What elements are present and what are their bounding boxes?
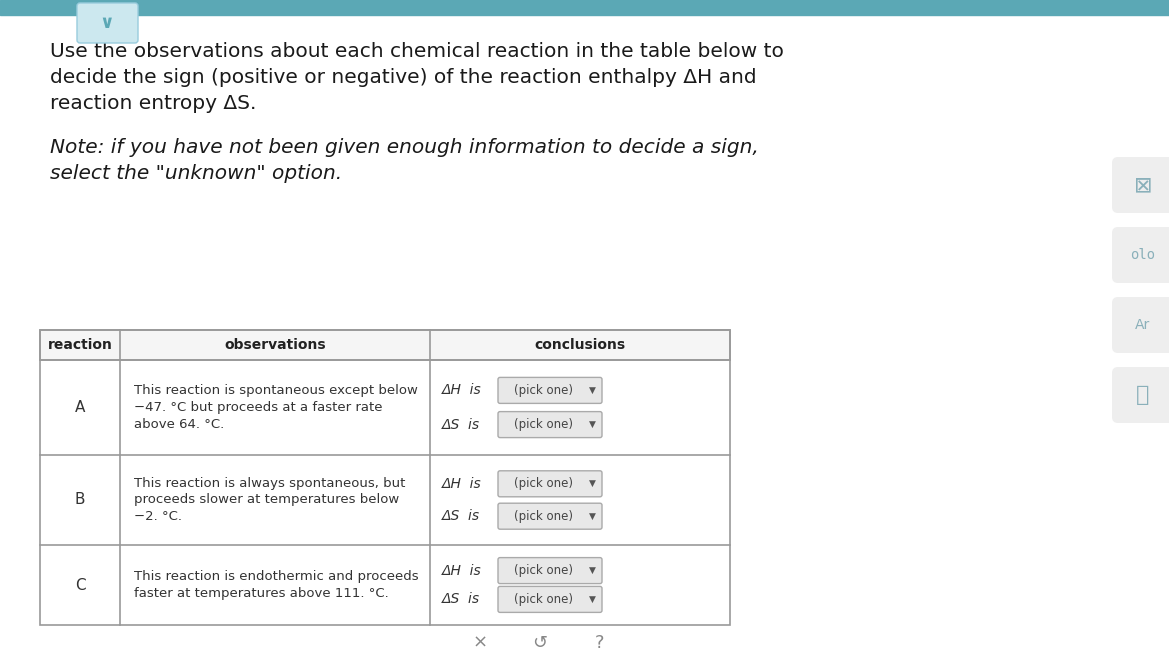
Text: ΔS  is: ΔS is	[442, 593, 480, 606]
Text: (pick one): (pick one)	[513, 477, 573, 490]
Text: C: C	[75, 578, 85, 593]
Text: proceeds slower at temperatures below: proceeds slower at temperatures below	[134, 493, 400, 506]
Text: ↺: ↺	[532, 634, 547, 649]
Text: above 64. °C.: above 64. °C.	[134, 418, 224, 431]
Text: ΔS  is: ΔS is	[442, 417, 480, 432]
Text: decide the sign (positive or negative) of the reaction enthalpy ΔH and: decide the sign (positive or negative) o…	[50, 68, 756, 87]
Text: (pick one): (pick one)	[513, 418, 573, 431]
FancyBboxPatch shape	[1112, 367, 1169, 423]
Text: ⎕: ⎕	[1136, 385, 1149, 405]
Text: This reaction is always spontaneous, but: This reaction is always spontaneous, but	[134, 476, 406, 489]
Text: ▼: ▼	[588, 511, 595, 520]
Text: faster at temperatures above 111. °C.: faster at temperatures above 111. °C.	[134, 587, 389, 600]
Text: (pick one): (pick one)	[513, 564, 573, 577]
Text: ×: ×	[472, 634, 487, 649]
Text: ΔH  is: ΔH is	[442, 563, 482, 578]
FancyBboxPatch shape	[498, 587, 602, 613]
Text: Note: if you have not been given enough information to decide a sign,: Note: if you have not been given enough …	[50, 138, 759, 157]
Bar	[0, 0, 1169, 15]
Text: (pick one): (pick one)	[513, 384, 573, 397]
Text: reaction entropy ΔS.: reaction entropy ΔS.	[50, 94, 256, 113]
Text: olo: olo	[1130, 248, 1156, 262]
Text: ΔS  is: ΔS is	[442, 509, 480, 523]
Text: ▼: ▼	[588, 566, 595, 575]
Text: ΔH  is: ΔH is	[442, 384, 482, 397]
Text: select the "unknown" option.: select the "unknown" option.	[50, 164, 343, 183]
Text: A: A	[75, 400, 85, 415]
Text: −47. °C but proceeds at a faster rate: −47. °C but proceeds at a faster rate	[134, 401, 382, 414]
FancyBboxPatch shape	[1112, 157, 1169, 213]
Text: ▼: ▼	[588, 480, 595, 488]
Text: B: B	[75, 493, 85, 508]
FancyBboxPatch shape	[498, 411, 602, 437]
Text: ▼: ▼	[588, 595, 595, 604]
Text: ▼: ▼	[588, 386, 595, 395]
Text: Ar: Ar	[1135, 318, 1150, 332]
Text: ?: ?	[595, 634, 604, 649]
Text: Use the observations about each chemical reaction in the table below to: Use the observations about each chemical…	[50, 42, 784, 61]
Text: This reaction is endothermic and proceeds: This reaction is endothermic and proceed…	[134, 570, 419, 583]
Bar	[40, 330, 729, 360]
Text: conclusions: conclusions	[534, 338, 625, 352]
FancyBboxPatch shape	[77, 3, 138, 43]
FancyBboxPatch shape	[498, 378, 602, 404]
Bar	[40, 330, 729, 625]
FancyBboxPatch shape	[498, 503, 602, 529]
Text: ▼: ▼	[588, 420, 595, 429]
Text: (pick one): (pick one)	[513, 593, 573, 606]
FancyBboxPatch shape	[498, 471, 602, 496]
FancyBboxPatch shape	[498, 557, 602, 583]
Text: ⊠: ⊠	[1134, 175, 1153, 195]
FancyBboxPatch shape	[1112, 297, 1169, 353]
Text: ∨: ∨	[99, 14, 115, 32]
FancyBboxPatch shape	[1112, 227, 1169, 283]
Text: −2. °C.: −2. °C.	[134, 511, 182, 524]
Text: reaction: reaction	[48, 338, 112, 352]
Text: (pick one): (pick one)	[513, 509, 573, 522]
Text: This reaction is spontaneous except below: This reaction is spontaneous except belo…	[134, 384, 417, 397]
Text: ΔH  is: ΔH is	[442, 477, 482, 491]
Text: observations: observations	[224, 338, 326, 352]
